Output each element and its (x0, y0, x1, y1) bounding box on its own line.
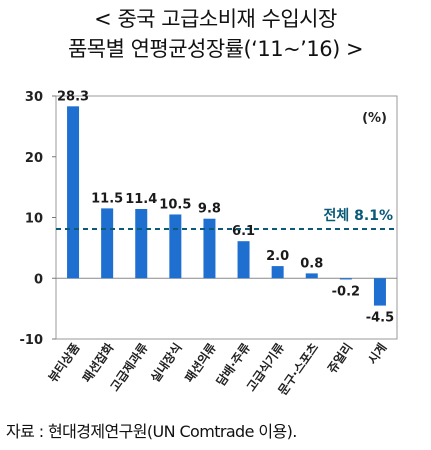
source-note: 자료 : 현대경제연구원(UN Comtrade 이용). (6, 422, 297, 441)
value-label-2: 11.4 (125, 192, 157, 207)
category-label-3: 실내장식 (147, 340, 185, 385)
value-label-0: 28.3 (57, 89, 89, 104)
bar-9 (373, 278, 386, 306)
chart-title-line-2: 품목별 연평균성장률(‘11~’16) > (67, 37, 364, 61)
value-label-9: -4.5 (366, 311, 394, 326)
bar-4 (203, 218, 216, 279)
value-label-5: 6.1 (232, 224, 255, 239)
bar-6 (271, 266, 284, 279)
bar-0 (67, 106, 80, 279)
reference-label: 전체 8.1% (324, 207, 393, 224)
value-label-6: 2.0 (266, 249, 289, 264)
category-label-0: 뷰티상품 (45, 340, 83, 385)
y-tick-label-1: 0 (34, 272, 43, 287)
bar-8 (339, 278, 352, 280)
value-label-1: 11.5 (91, 191, 123, 206)
bar-5 (237, 241, 250, 279)
chart-title-line-1: < 중국 고급소비재 수입시장 (94, 7, 337, 31)
y-tick-label-2: 10 (25, 212, 43, 227)
value-label-8: -0.2 (332, 284, 360, 299)
bar-2 (135, 208, 148, 279)
value-label-7: 0.8 (300, 256, 323, 271)
bar-3 (169, 214, 182, 279)
category-label-8: 쥬얼리 (324, 340, 355, 376)
category-label-1: 패션잡화 (79, 340, 117, 385)
y-tick-label-0: -10 (20, 333, 44, 348)
unit-label: (%) (362, 111, 387, 126)
y-tick-label-3: 20 (25, 151, 43, 166)
bar-1 (101, 208, 114, 279)
category-label-9: 시계 (364, 340, 389, 367)
bar-7 (305, 273, 318, 279)
value-label-4: 9.8 (198, 202, 221, 217)
category-label-4: 패션의류 (181, 340, 219, 385)
y-tick-label-4: 30 (25, 90, 43, 105)
value-label-3: 10.5 (159, 197, 191, 212)
